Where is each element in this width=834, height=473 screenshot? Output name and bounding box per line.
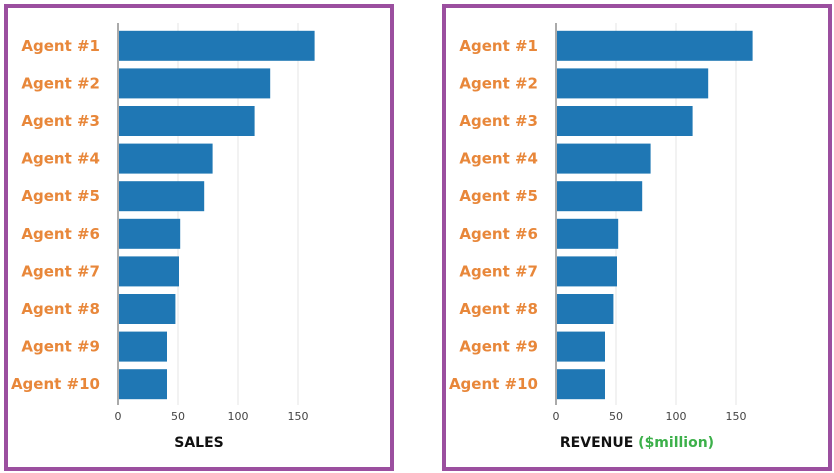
revenue-category-label-6: Agent #6 — [459, 225, 538, 243]
revenue-x-tick-label: 0 — [553, 410, 560, 423]
revenue-x-axis-unit: ($million) — [638, 435, 715, 451]
revenue-category-label-1: Agent #1 — [459, 37, 538, 55]
sales-x-axis-label: SALES — [174, 435, 224, 451]
sales-x-tick-label: 150 — [288, 410, 309, 423]
sales-bar-1 — [119, 30, 315, 61]
revenue-bar-7 — [557, 256, 617, 287]
revenue-bar-2 — [557, 68, 709, 99]
sales-bar-4 — [119, 143, 213, 174]
revenue-category-label-8: Agent #8 — [459, 300, 538, 318]
revenue-category-label-2: Agent #2 — [459, 74, 538, 92]
sales-x-axis-title: SALES — [8, 435, 390, 451]
revenue-x-axis-label: REVENUE — [559, 435, 634, 451]
sales-x-tick-label: 0 — [115, 410, 122, 423]
sales-bar-3 — [119, 106, 255, 136]
sales-category-label-9: Agent #9 — [21, 338, 100, 356]
sales-category-label-3: Agent #3 — [21, 112, 100, 130]
sales-x-tick-label: 50 — [171, 410, 185, 423]
revenue-bar-1 — [557, 30, 753, 61]
revenue-bar-5 — [557, 181, 643, 212]
sales-chart: Agent #1 Agent #2 Agent #3 Agent #4 Agent #5… — [11, 23, 315, 423]
sales-category-label-5: Agent #5 — [21, 187, 100, 205]
revenue-category-label-3: Agent #3 — [459, 112, 538, 130]
sales-category-label-1: Agent #1 — [21, 37, 100, 55]
revenue-category-label-5: Agent #5 — [459, 187, 538, 205]
sales-category-label-10: Agent #10 — [11, 375, 100, 393]
revenue-x-tick-label: 50 — [609, 410, 623, 423]
sales-bar-9 — [119, 331, 167, 362]
revenue-bar-10 — [557, 369, 605, 400]
revenue-category-label-4: Agent #4 — [459, 150, 538, 168]
revenue-category-label-7: Agent #7 — [459, 262, 538, 280]
sales-bar-8 — [119, 294, 176, 324]
sales-x-tick-label: 100 — [228, 410, 249, 423]
sales-category-label-4: Agent #4 — [21, 150, 100, 168]
revenue-bar-3 — [557, 106, 693, 136]
sales-bar-10 — [119, 369, 167, 400]
revenue-chart-panel: Agent #1 Agent #2 Agent #3 Agent #4 Agent #5… — [442, 4, 832, 471]
revenue-x-tick-label: 150 — [726, 410, 747, 423]
sales-bar-7 — [119, 256, 179, 287]
revenue-bar-6 — [557, 218, 619, 249]
sales-category-label-7: Agent #7 — [21, 262, 100, 280]
revenue-x-tick-label: 100 — [666, 410, 687, 423]
revenue-x-axis-title: REVENUE ($million) — [446, 435, 828, 451]
revenue-bar-9 — [557, 331, 605, 362]
revenue-bar-8 — [557, 294, 614, 324]
revenue-category-label-10: Agent #10 — [449, 375, 538, 393]
sales-category-label-2: Agent #2 — [21, 74, 100, 92]
sales-bar-5 — [119, 181, 205, 212]
revenue-chart: Agent #1 Agent #2 Agent #3 Agent #4 Agent #5… — [449, 23, 753, 423]
revenue-bar-4 — [557, 143, 651, 174]
sales-bar-6 — [119, 218, 181, 249]
sales-category-label-6: Agent #6 — [21, 225, 100, 243]
sales-category-label-8: Agent #8 — [21, 300, 100, 318]
sales-bar-2 — [119, 68, 271, 99]
sales-chart-panel: Agent #1 Agent #2 Agent #3 Agent #4 Agent #5… — [4, 4, 394, 471]
revenue-category-label-9: Agent #9 — [459, 338, 538, 356]
